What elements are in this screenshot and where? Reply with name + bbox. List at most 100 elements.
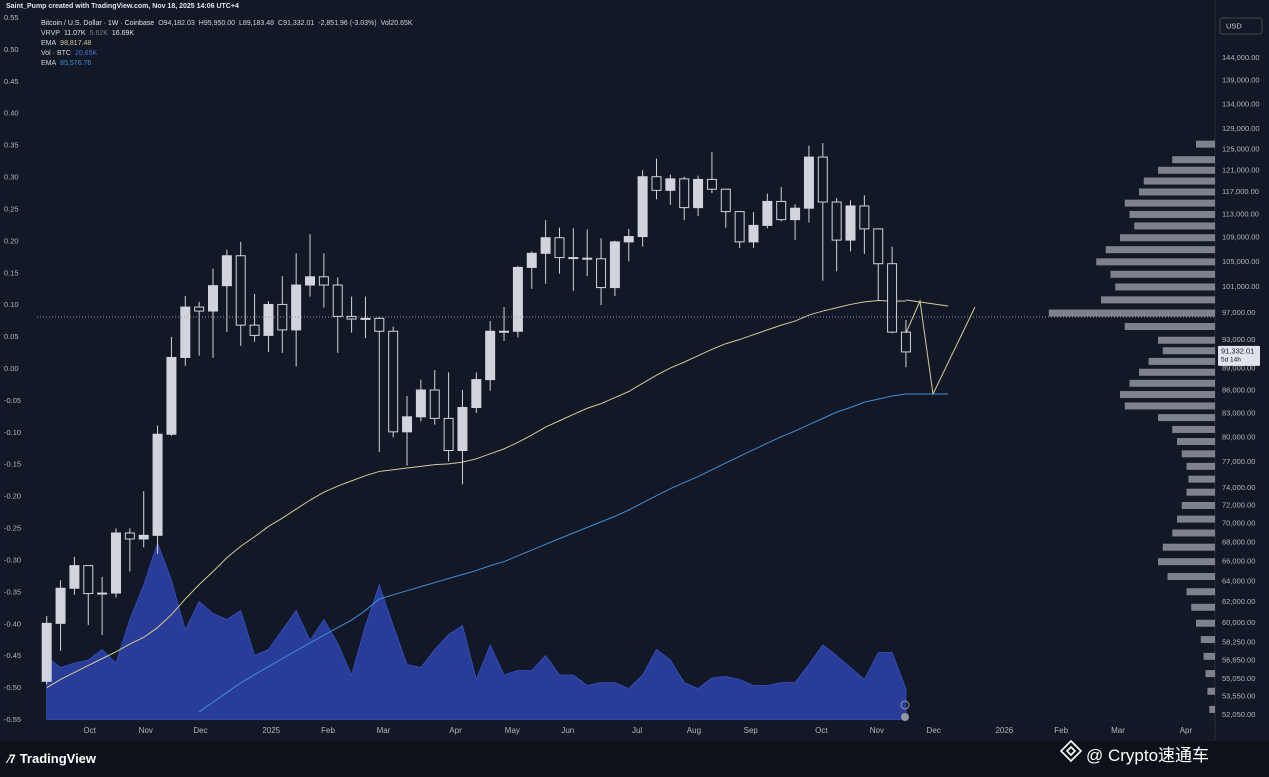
volume-profile-bar bbox=[1162, 347, 1215, 355]
y2-tick-label: -0.45 bbox=[4, 651, 21, 660]
volume-profile-bar bbox=[1143, 177, 1215, 185]
x-tick-label: Nov bbox=[139, 726, 153, 735]
ohlc-value: Vol20.65K bbox=[380, 20, 413, 27]
candle-body bbox=[194, 306, 205, 312]
currency-box[interactable] bbox=[1219, 17, 1263, 35]
volume-profile-bar bbox=[1172, 529, 1215, 537]
x-tick-label: Feb bbox=[1054, 726, 1068, 735]
candle-body bbox=[679, 178, 690, 209]
volume-profile-bar bbox=[1139, 188, 1215, 196]
y-tick-label: 134,000.00 bbox=[1222, 99, 1260, 108]
plot-area bbox=[41, 140, 1215, 720]
y2-tick-label: -0.20 bbox=[4, 492, 21, 501]
volume-profile-bar bbox=[1101, 296, 1215, 304]
volume-profile-bar bbox=[1158, 558, 1215, 566]
y2-tick-label: 0.40 bbox=[4, 109, 19, 118]
indicator-row: Vol · BTC 20.65K bbox=[41, 49, 417, 59]
volume-profile-bar bbox=[1177, 515, 1215, 523]
candle-body bbox=[97, 592, 108, 595]
volume-profile-bar bbox=[1186, 488, 1215, 496]
volume-profile-bar bbox=[1167, 573, 1215, 581]
countdown: 5d 14h bbox=[1221, 357, 1241, 364]
volume-profile-bar bbox=[1158, 336, 1215, 344]
x-tick-label: Nov bbox=[870, 726, 884, 735]
y2-tick-label: 0.20 bbox=[4, 236, 19, 245]
y2-tick-label: -0.40 bbox=[4, 619, 21, 628]
indicator-value: 16.69K bbox=[111, 30, 135, 37]
indicator-row: EMA 98,817.48 bbox=[41, 39, 417, 49]
y-tick-label: 113,000.00 bbox=[1222, 209, 1259, 218]
volume-profile-bar bbox=[1186, 588, 1215, 596]
y2-tick-label: 0.00 bbox=[4, 364, 19, 373]
volume-profile-bar bbox=[1172, 156, 1215, 164]
indicator-name: Vol · BTC bbox=[41, 50, 71, 57]
candle-body bbox=[554, 237, 565, 259]
candle-body bbox=[110, 532, 121, 594]
volume-profile-bar bbox=[1196, 140, 1215, 148]
x-tick-label: Sep bbox=[744, 726, 759, 735]
y-tick-label: 66,000.00 bbox=[1222, 557, 1255, 566]
x-tick-label: Dec bbox=[193, 726, 207, 735]
y2-tick-label: 0.15 bbox=[4, 268, 19, 277]
y-tick-label: 121,000.00 bbox=[1222, 165, 1260, 174]
last-price-label: 91,332.01 bbox=[1221, 346, 1254, 355]
candle-body bbox=[526, 252, 537, 268]
candle-body bbox=[235, 255, 246, 326]
ohlc-value: L89,183.48 bbox=[239, 20, 275, 27]
volume-profile-bar bbox=[1115, 283, 1215, 291]
y2-tick-label: 0.05 bbox=[4, 332, 19, 341]
candle-body bbox=[900, 331, 911, 353]
event-icon[interactable] bbox=[901, 713, 909, 721]
candle-body bbox=[277, 303, 288, 331]
y-tick-label: 53,550.00 bbox=[1222, 692, 1255, 701]
candle-body bbox=[138, 534, 149, 540]
candle-body bbox=[873, 228, 884, 265]
candle-body bbox=[471, 379, 482, 408]
candle-body bbox=[831, 201, 842, 241]
y2-tick-label: -0.15 bbox=[4, 460, 21, 469]
candle-body bbox=[790, 207, 801, 221]
indicator-name: EMA bbox=[41, 60, 57, 67]
y-tick-label: 55,050.00 bbox=[1222, 674, 1255, 683]
projection-drawing bbox=[905, 299, 976, 396]
candle-body bbox=[208, 285, 219, 312]
y2-tick-label: 0.25 bbox=[4, 204, 19, 213]
candle-body bbox=[332, 284, 343, 317]
volume-profile-bar bbox=[1177, 438, 1215, 446]
footer: ⁄7 TradingView @ Crypto速通车 bbox=[0, 739, 1269, 777]
volume-profile-bar bbox=[1139, 368, 1215, 376]
indicator-value: 85,576.76 bbox=[60, 60, 92, 67]
ema-line bbox=[198, 393, 907, 713]
y2-tick-label: -0.10 bbox=[4, 428, 21, 437]
volume-profile-bar bbox=[1158, 414, 1215, 422]
volume-profile-bar bbox=[1105, 246, 1215, 254]
candle-body bbox=[415, 389, 426, 418]
x-tick-label: Jun bbox=[561, 726, 574, 735]
watermark: @ Crypto速通车 bbox=[1086, 746, 1210, 765]
candle-body bbox=[693, 178, 704, 209]
volume-profile-bar bbox=[1196, 619, 1215, 627]
volume-profile-bar bbox=[1124, 199, 1215, 207]
credit: Saint_Pump created with TradingView.com,… bbox=[6, 3, 239, 10]
x-tick-label: Apr bbox=[449, 726, 462, 735]
y2-tick-label: 0.50 bbox=[4, 45, 19, 54]
volume-profile-bar bbox=[1191, 603, 1215, 611]
y2-tick-label: 0.10 bbox=[4, 300, 19, 309]
candle-body bbox=[346, 315, 357, 320]
candle-body bbox=[776, 200, 787, 221]
y2-tick-label: 0.55 bbox=[4, 13, 19, 22]
y-tick-label: 117,000.00 bbox=[1222, 187, 1259, 196]
y-tick-label: 64,000.00 bbox=[1222, 577, 1255, 586]
event-icon[interactable] bbox=[900, 700, 910, 710]
y-tick-label: 60,000.00 bbox=[1222, 618, 1255, 627]
indicator-value: 11.07K bbox=[63, 30, 86, 37]
y-tick-label: 125,000.00 bbox=[1222, 144, 1260, 153]
candle-body bbox=[665, 178, 676, 191]
volume-profile-bar bbox=[1162, 543, 1215, 551]
candle-body bbox=[221, 255, 232, 287]
x-tick-label: Oct bbox=[83, 726, 96, 735]
indicator-rows: VRVP 11.07K 5.62K 16.69K EMA 98,817.48 Vol · B… bbox=[41, 29, 417, 69]
candle-body bbox=[762, 200, 773, 226]
candle-body bbox=[651, 176, 662, 191]
y-tick-label: 77,000.00 bbox=[1222, 457, 1255, 466]
